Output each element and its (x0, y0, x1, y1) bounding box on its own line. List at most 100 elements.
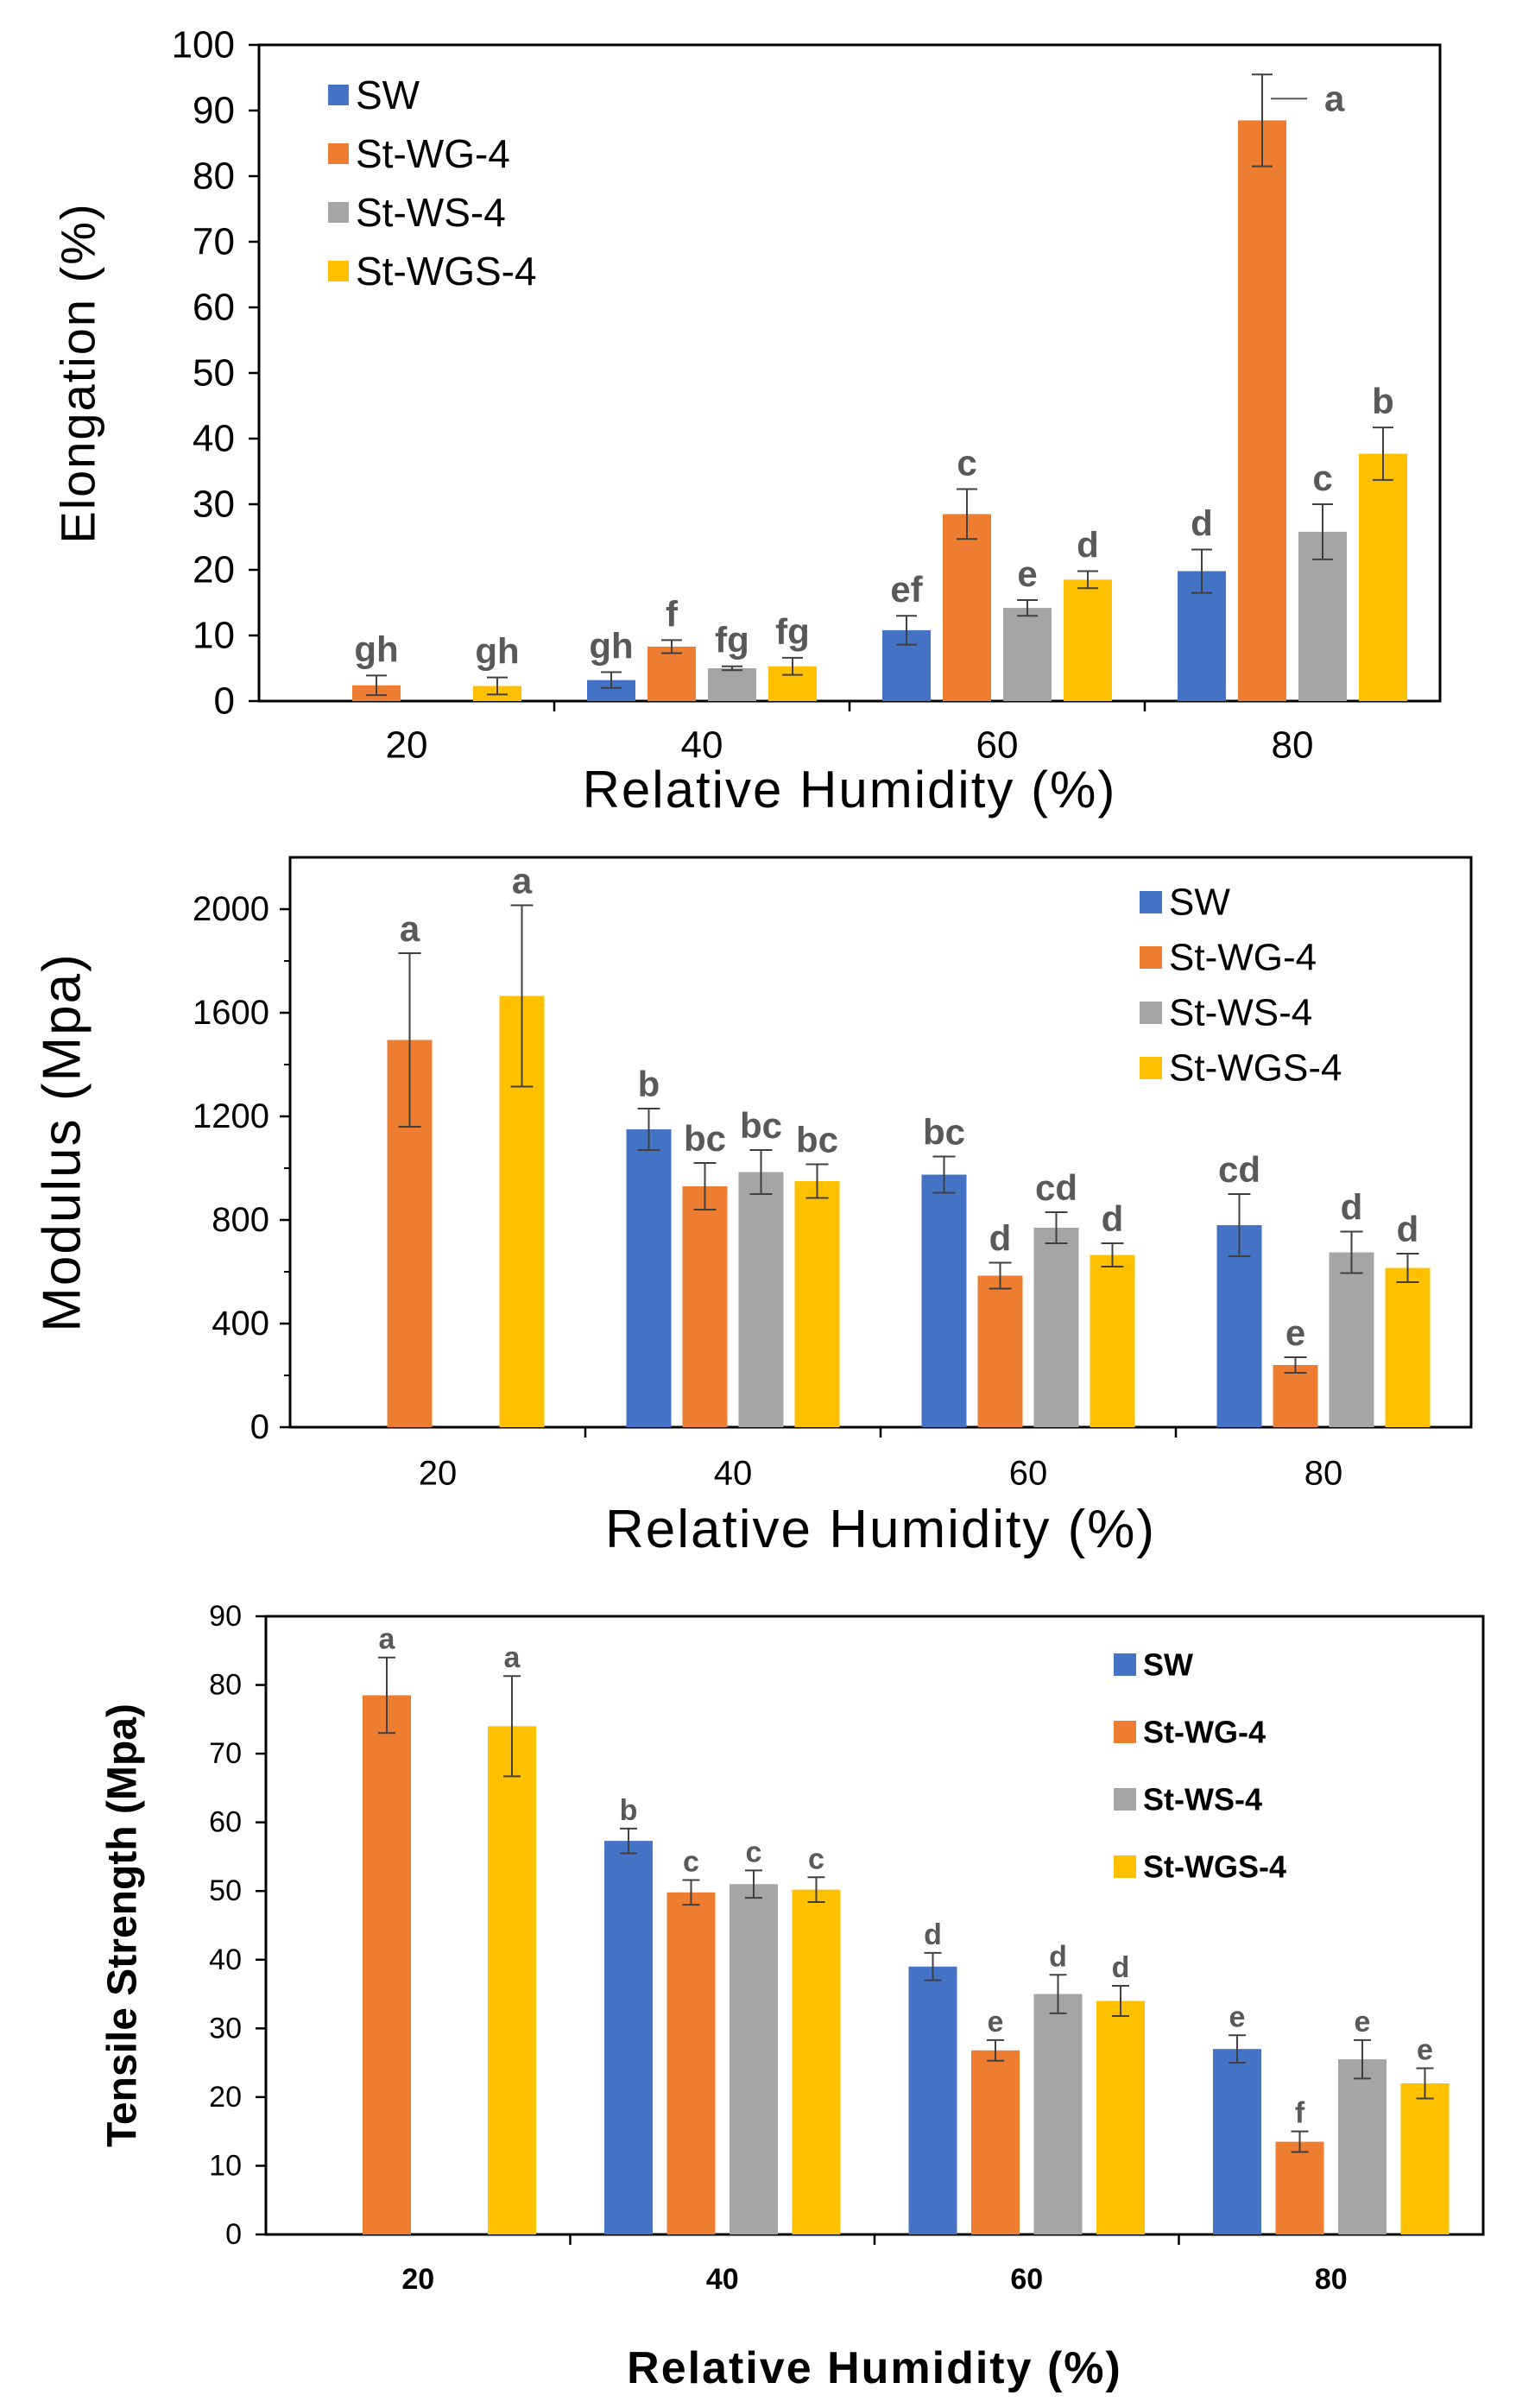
bar (363, 1695, 411, 2234)
legend-swatch (1114, 1788, 1136, 1811)
sig-label: a (379, 1623, 396, 1656)
sig-label: gh (475, 631, 519, 672)
sig-label: bc (796, 1120, 838, 1160)
sig-label: d (1191, 502, 1213, 543)
sig-label: b (638, 1064, 660, 1104)
y-tick-label: 50 (209, 1874, 242, 1907)
x-tick-label: 20 (401, 2263, 434, 2296)
y-tick-label: 1600 (193, 994, 269, 1032)
bar (977, 1275, 1023, 1427)
x-tick-label: 80 (1315, 2263, 1348, 2296)
y-tick-label: 60 (193, 287, 235, 329)
bar (1338, 2059, 1387, 2234)
bar (730, 1884, 778, 2234)
sig-label: e (1355, 2006, 1371, 2038)
legend-label: St-WS-4 (1143, 1782, 1262, 1817)
x-axis-title: Relative Humidity (%) (583, 761, 1117, 818)
x-tick-label: 40 (714, 1455, 753, 1493)
sig-label: c (808, 1842, 824, 1875)
x-tick-label: 80 (1304, 1455, 1343, 1493)
sig-label: a (400, 908, 420, 949)
legend-label: St-WG-4 (1143, 1715, 1266, 1750)
sig-label: d (1049, 1940, 1067, 1973)
y-tick-label: 800 (212, 1201, 269, 1239)
sig-label: d (1112, 1951, 1130, 1984)
sig-label: cd (1035, 1167, 1077, 1208)
bar (921, 1174, 967, 1427)
legend-label: SW (356, 73, 420, 117)
sig-label: a (504, 1641, 521, 1674)
chart-3: 0 10 20 30 40 50 60 70 80 90 20 40 60 80 b d e a c e f c d e a c d… (100, 1600, 1485, 2393)
bar (1096, 2000, 1145, 2234)
bar (1385, 1267, 1431, 1427)
y-axis-title: Elongation (%) (51, 202, 105, 543)
y-tick-label: 10 (193, 615, 235, 657)
y-tick-label: 70 (193, 221, 235, 263)
sig-label: gh (354, 629, 398, 669)
sig-label: c (1312, 458, 1332, 498)
legend-label: St-WS-4 (1169, 992, 1312, 1034)
x-tick-label: 80 (1272, 724, 1314, 767)
bar (682, 1186, 728, 1427)
sig-label: b (1372, 381, 1394, 421)
y-tick-label: 90 (209, 1600, 242, 1633)
sig-label: e (1017, 553, 1037, 594)
sig-label: fg (775, 611, 810, 652)
legend-swatch (1140, 1002, 1162, 1024)
y-tick-label: 60 (209, 1806, 242, 1839)
legend-swatch (1140, 1057, 1162, 1079)
bar (1033, 1994, 1083, 2234)
legend-swatch (1140, 891, 1162, 913)
y-tick-label: 20 (209, 2081, 242, 2114)
bar (1213, 2049, 1261, 2234)
x-tick-label: 20 (419, 1455, 458, 1493)
bar (1359, 453, 1407, 701)
x-tick-label: 40 (681, 724, 723, 767)
bar (1003, 608, 1052, 701)
sig-label: d (1102, 1198, 1124, 1239)
legend-label: St-WG-4 (1169, 937, 1317, 979)
y-tick-label: 2000 (193, 890, 269, 928)
y-tick-label: 400 (212, 1305, 269, 1343)
sig-label: d (924, 1918, 942, 1951)
sig-label: d (1077, 525, 1099, 566)
sig-label: c (746, 1836, 762, 1868)
bar (1216, 1225, 1262, 1427)
sig-label: c (683, 1845, 699, 1878)
y-tick-label: 30 (193, 483, 235, 526)
y-tick-label: 40 (209, 1943, 242, 1976)
x-tick-label: 60 (1009, 1455, 1048, 1493)
y-tick-label: 70 (209, 1737, 242, 1770)
bar (971, 2050, 1020, 2234)
legend-label: St-WGS-4 (356, 249, 537, 294)
legend-label: St-WG-4 (356, 131, 510, 176)
sig-label: a (512, 861, 533, 901)
x-tick-label: 40 (706, 2263, 739, 2296)
bar (1238, 120, 1286, 701)
legend-swatch (1114, 1653, 1136, 1676)
bar (792, 1889, 841, 2234)
y-tick-label: 40 (193, 418, 235, 460)
y-tick-label: 0 (250, 1408, 269, 1446)
sig-label: a (1324, 79, 1345, 119)
y-axis-title: Tensile Strength (Mpa) (100, 1703, 146, 2147)
y-tick-label: 30 (209, 2012, 242, 2045)
y-tick-label: 80 (209, 1669, 242, 1702)
sig-label: e (1417, 2033, 1433, 2066)
sig-label: f (1295, 2097, 1305, 2130)
bar (666, 1892, 716, 2234)
legend-swatch (328, 261, 349, 281)
sig-label: d (1397, 1209, 1419, 1249)
y-axis-title: Modulus (Mpa) (33, 952, 92, 1331)
x-tick-label: 60 (976, 724, 1019, 767)
legend-label: St-WS-4 (356, 190, 506, 235)
x-axis-title: Relative Humidity (%) (627, 2343, 1122, 2393)
bar (1275, 2141, 1324, 2234)
bar (1400, 2083, 1450, 2234)
sig-label: e (988, 2006, 1004, 2038)
y-tick-label: 0 (214, 680, 235, 723)
bar (908, 1966, 957, 2234)
